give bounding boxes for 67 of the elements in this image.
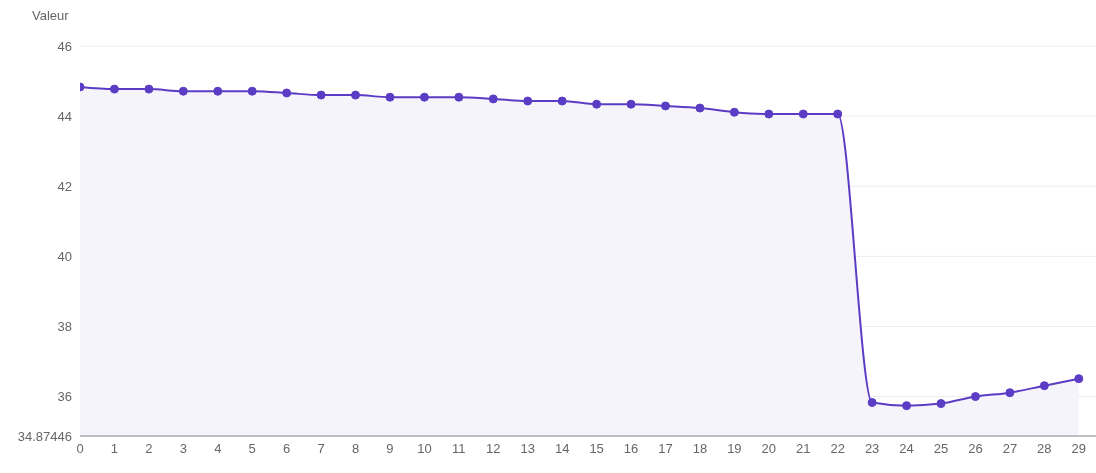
- x-tick-label: 24: [899, 441, 914, 457]
- x-tick-label: 12: [486, 441, 501, 457]
- x-tick-label: 8: [351, 441, 360, 457]
- y-tick-label: 44: [57, 108, 72, 124]
- x-tick-label: 3: [179, 441, 187, 457]
- point: [454, 92, 464, 102]
- point: [282, 88, 292, 98]
- x-tick-label: 11: [452, 441, 466, 457]
- x-tick-label: 13: [520, 441, 535, 457]
- x-tick-label: 15: [589, 441, 604, 457]
- y-axis-title: Valeur: [32, 8, 69, 23]
- x-tick-label: 27: [1002, 441, 1018, 457]
- point: [557, 96, 567, 106]
- x-tick-label: 25: [933, 441, 949, 457]
- y-tick-label: 36: [57, 389, 72, 405]
- point: [764, 109, 774, 119]
- point: [419, 92, 429, 102]
- y-tick-label: 40: [57, 248, 72, 264]
- point: [213, 86, 223, 96]
- point: [1005, 388, 1015, 398]
- point: [316, 90, 326, 100]
- x-tick-label: 14: [554, 441, 570, 457]
- x-tick-label: 20: [761, 441, 777, 457]
- y-tick-label: 34.87446: [17, 428, 72, 444]
- x-tick-label: 2: [145, 441, 153, 457]
- point: [798, 109, 808, 119]
- x-tick-label: 21: [796, 441, 811, 457]
- y-tick-label: 42: [57, 178, 72, 194]
- point: [178, 86, 188, 96]
- x-tick-label: 4: [214, 441, 222, 457]
- point: [1074, 374, 1084, 384]
- point: [1039, 381, 1049, 391]
- point: [385, 92, 395, 102]
- x-tick-label: 29: [1071, 441, 1087, 457]
- point: [523, 96, 533, 106]
- x-tick-label: 10: [417, 441, 432, 457]
- x-tick-label: 18: [692, 441, 708, 457]
- x-tick-label: 23: [864, 441, 880, 457]
- x-tick-label: 16: [623, 441, 639, 457]
- point: [144, 84, 154, 94]
- point: [626, 99, 636, 109]
- x-tick-label: 6: [283, 441, 291, 457]
- point: [936, 399, 946, 409]
- point: [970, 392, 980, 402]
- y-tick-label: 46: [57, 38, 72, 54]
- x-tick-label: 17: [658, 441, 673, 457]
- point: [592, 99, 602, 109]
- point: [109, 84, 119, 94]
- x-tick-label: 1: [110, 441, 119, 457]
- x-tick-label: 5: [248, 441, 256, 457]
- point: [902, 401, 912, 411]
- x-tick-label: 22: [830, 441, 845, 457]
- point: [833, 109, 843, 119]
- point: [729, 107, 739, 117]
- point: [867, 398, 877, 407]
- point: [247, 86, 257, 96]
- point: [351, 90, 361, 100]
- y-tick-label: 38: [57, 319, 72, 335]
- point: [488, 94, 498, 104]
- x-tick-label: 7: [317, 441, 325, 457]
- x-tick-label: 19: [727, 441, 742, 457]
- point: [695, 103, 705, 113]
- point: [660, 101, 670, 111]
- x-tick-label: 28: [1037, 441, 1052, 457]
- x-tick-label: 9: [386, 441, 394, 457]
- x-tick-label: 26: [968, 441, 983, 457]
- x-tick-label: 0: [76, 441, 84, 457]
